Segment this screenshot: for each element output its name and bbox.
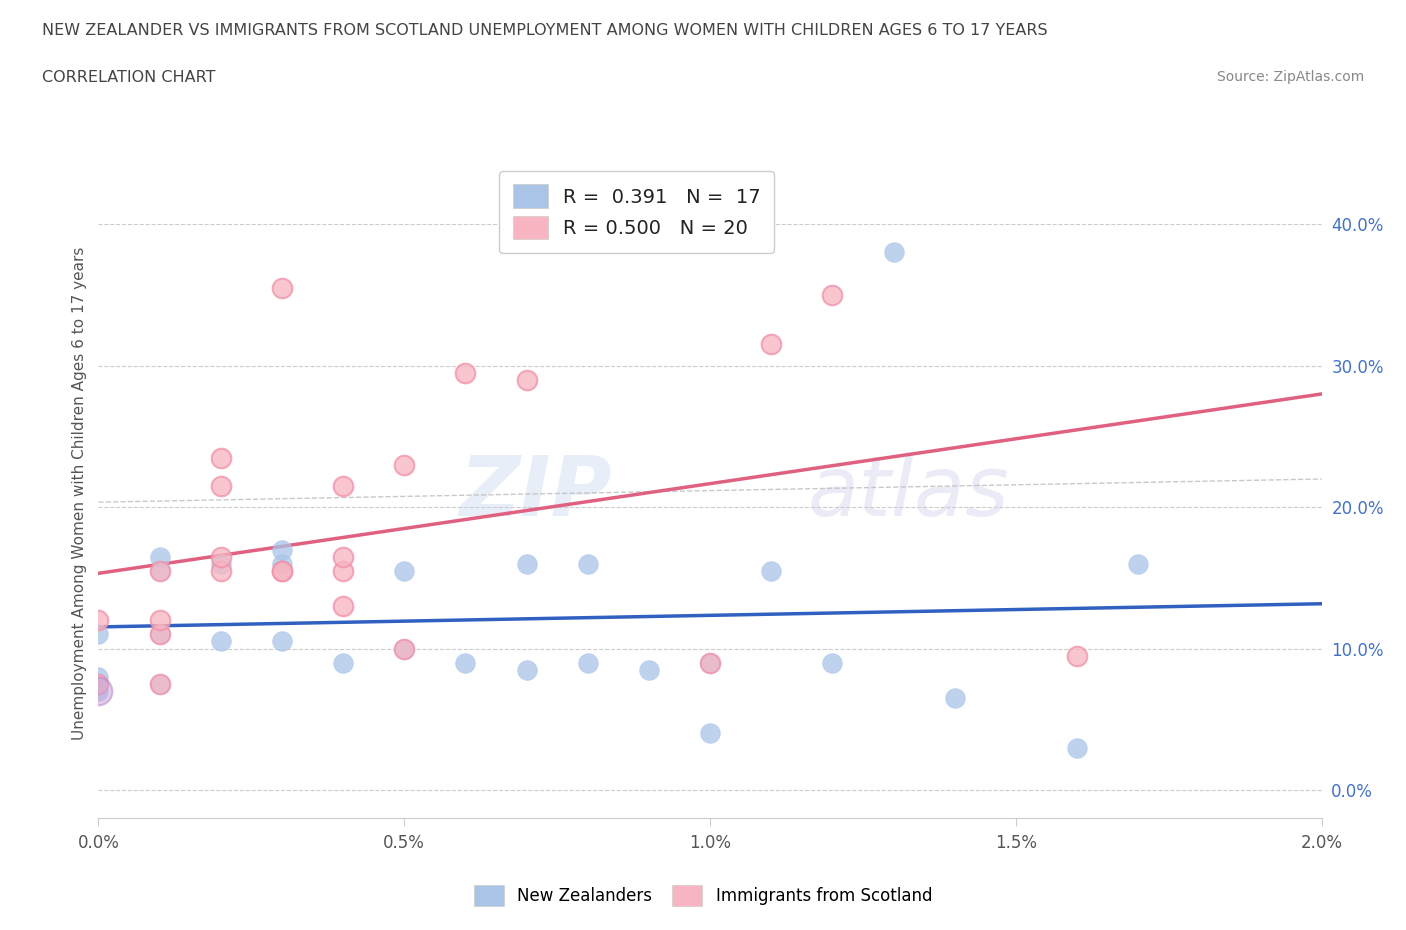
Point bbox=[209, 549, 232, 564]
Point bbox=[637, 662, 661, 677]
Point bbox=[209, 556, 232, 571]
Text: NEW ZEALANDER VS IMMIGRANTS FROM SCOTLAND UNEMPLOYMENT AMONG WOMEN WITH CHILDREN: NEW ZEALANDER VS IMMIGRANTS FROM SCOTLAN… bbox=[42, 23, 1047, 38]
Legend: R =  0.391   N =  17, R = 0.500   N = 20: R = 0.391 N = 17, R = 0.500 N = 20 bbox=[499, 170, 775, 253]
Point bbox=[759, 337, 782, 352]
Point bbox=[759, 564, 782, 578]
Point bbox=[149, 613, 172, 628]
Point bbox=[87, 684, 110, 698]
Point bbox=[149, 564, 172, 578]
Point bbox=[454, 656, 477, 671]
Point bbox=[87, 684, 110, 698]
Point bbox=[87, 670, 110, 684]
Point bbox=[149, 549, 172, 564]
Point bbox=[516, 662, 538, 677]
Point bbox=[516, 556, 538, 571]
Legend: New Zealanders, Immigrants from Scotland: New Zealanders, Immigrants from Scotland bbox=[467, 879, 939, 912]
Point bbox=[270, 564, 294, 578]
Point bbox=[270, 564, 294, 578]
Point bbox=[332, 478, 354, 493]
Y-axis label: Unemployment Among Women with Children Ages 6 to 17 years: Unemployment Among Women with Children A… bbox=[72, 246, 87, 739]
Point bbox=[270, 280, 294, 295]
Point bbox=[699, 656, 721, 671]
Point bbox=[149, 564, 172, 578]
Point bbox=[87, 676, 110, 691]
Point bbox=[149, 627, 172, 642]
Point bbox=[1066, 648, 1088, 663]
Point bbox=[1066, 740, 1088, 755]
Point bbox=[209, 450, 232, 465]
Point bbox=[392, 641, 416, 656]
Point bbox=[454, 365, 477, 380]
Point bbox=[821, 656, 844, 671]
Text: atlas: atlas bbox=[808, 452, 1010, 534]
Point bbox=[699, 726, 721, 741]
Point bbox=[392, 564, 416, 578]
Point bbox=[270, 542, 294, 557]
Point bbox=[576, 556, 599, 571]
Point bbox=[516, 372, 538, 387]
Point bbox=[149, 676, 172, 691]
Text: CORRELATION CHART: CORRELATION CHART bbox=[42, 70, 215, 85]
Point bbox=[576, 656, 599, 671]
Text: ZIP: ZIP bbox=[460, 452, 612, 534]
Point bbox=[209, 634, 232, 649]
Point bbox=[87, 613, 110, 628]
Point bbox=[209, 478, 232, 493]
Point bbox=[270, 556, 294, 571]
Point bbox=[943, 691, 966, 706]
Point bbox=[332, 656, 354, 671]
Point bbox=[392, 458, 416, 472]
Point bbox=[332, 564, 354, 578]
Point bbox=[332, 549, 354, 564]
Point bbox=[883, 245, 905, 259]
Point bbox=[149, 627, 172, 642]
Point bbox=[821, 287, 844, 302]
Point bbox=[209, 564, 232, 578]
Point bbox=[149, 676, 172, 691]
Point bbox=[699, 656, 721, 671]
Point bbox=[1128, 556, 1150, 571]
Text: Source: ZipAtlas.com: Source: ZipAtlas.com bbox=[1216, 70, 1364, 84]
Point bbox=[87, 627, 110, 642]
Point bbox=[270, 634, 294, 649]
Point bbox=[392, 641, 416, 656]
Point bbox=[332, 599, 354, 614]
